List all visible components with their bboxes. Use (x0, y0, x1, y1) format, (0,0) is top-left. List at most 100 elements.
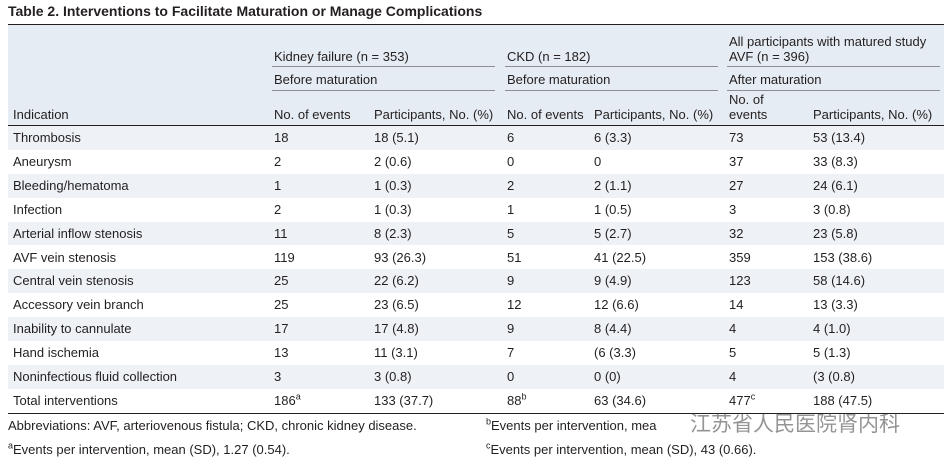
cell: 1 (0.3) (374, 201, 412, 217)
subgroup-rule (272, 90, 495, 91)
group-rule (505, 66, 718, 67)
footnote-text: Events per intervention, mean (SD), 43 (… (490, 442, 757, 457)
group-sub: After maturation (729, 72, 822, 87)
cell: 5 (507, 225, 515, 241)
cell: 37 (729, 153, 744, 169)
cell: 3 (0.8) (813, 201, 851, 217)
cell: Central vein stenosis (13, 273, 134, 289)
row-band (8, 173, 944, 198)
cell: 1 (0.5) (594, 201, 632, 217)
cell: 9 (4.9) (594, 273, 632, 289)
cell: Inability to cannulate (13, 321, 132, 337)
cell: 6 (3.3) (594, 130, 632, 145)
cell: 6 (507, 130, 515, 145)
cell: 14 (729, 297, 744, 313)
cell: 2 (274, 201, 282, 217)
cell: Hand ischemia (13, 345, 99, 361)
cell: Total interventions (13, 392, 118, 408)
subgroup-rule (727, 90, 940, 91)
footnote-mark: c (486, 440, 491, 451)
cell: 119 (274, 249, 295, 265)
cell: 53 (13.4) (813, 130, 866, 145)
cell: Arterial inflow stenosis (13, 225, 143, 241)
cell: 33 (8.3) (813, 153, 858, 169)
cell: 1 (0.3) (374, 177, 412, 193)
cell: 18 (5.1) (374, 130, 419, 145)
cell: 58 (14.6) (813, 273, 866, 289)
cell: 9 (507, 321, 515, 337)
cell: 5 (729, 345, 737, 361)
row-band (8, 197, 944, 222)
cell: 23 (6.5) (374, 297, 419, 313)
cell-footnote-mark: c (750, 391, 756, 402)
cell: 133 (37.7) (374, 392, 434, 408)
cell: 13 (274, 345, 289, 361)
footnote-mark: b (486, 416, 492, 427)
column-header: Participants, No. (%) (594, 107, 714, 122)
cell: 51 (507, 249, 522, 265)
cell: 18 (274, 130, 289, 145)
column-header: Indication (13, 107, 69, 122)
header-rule (8, 125, 944, 126)
cell: 22 (6.2) (374, 273, 419, 289)
cell: 12 (6.6) (594, 297, 639, 313)
cell: 0 (594, 153, 602, 169)
cell: 63 (34.6) (594, 392, 647, 408)
footnote: bEvents per intervention, mea (486, 416, 657, 433)
header-band (8, 25, 944, 126)
cell-footnote-mark: b (521, 391, 527, 402)
subgroup-rule (505, 90, 718, 91)
group-rule (727, 66, 940, 67)
watermark: 江苏省人民医院肾内科 (690, 413, 900, 436)
cell: 24 (6.1) (813, 177, 858, 193)
bottom-rule (8, 412, 944, 414)
cell: 4 (1.0) (813, 321, 851, 337)
cell: 23 (5.8) (813, 225, 858, 241)
footnote-text: Events per intervention, mean (SD), 1.27… (13, 442, 290, 457)
cell: 1 (507, 201, 515, 217)
cell: Accessory vein branch (13, 297, 144, 313)
cell: 5 (2.7) (594, 225, 632, 241)
cell: Infection (13, 201, 63, 217)
cell: 153 (38.6) (813, 249, 873, 265)
cell: 11 (3.1) (374, 345, 418, 361)
cell: 17 (274, 321, 289, 337)
cell: 1 (274, 177, 282, 193)
cell: 73 (729, 130, 744, 145)
column-header: No. of events (274, 107, 351, 122)
table-title: Table 2. Interventions to Facilitate Mat… (8, 3, 483, 19)
cell: (3 (0.8) (813, 369, 855, 384)
cell: 8 (4.4) (594, 321, 632, 337)
cell: 11 (274, 225, 288, 241)
cell: 27 (729, 177, 744, 193)
cell: 2 (507, 177, 515, 193)
cell: 13 (3.3) (813, 297, 858, 313)
cell: 0 (0) (594, 369, 621, 384)
group-sub: Before maturation (274, 72, 378, 87)
column-header: No. of events (729, 92, 768, 122)
group-label: All participants with matured study AVF … (729, 34, 927, 64)
cell: 7 (507, 345, 515, 361)
row-band (8, 269, 944, 294)
footnote-mark: a (8, 440, 14, 451)
cell: 9 (507, 273, 515, 289)
cell: 17 (4.8) (374, 321, 419, 337)
row-band (8, 341, 944, 365)
cell: (6 (3.3) (594, 345, 636, 361)
row-band (8, 245, 944, 270)
group-sub: Before maturation (507, 72, 611, 87)
footnote: cEvents per intervention, mean (SD), 43 … (486, 440, 757, 457)
cell: 5 (1.3) (813, 345, 851, 361)
footnote: Abbreviations: AVF, arteriovenous fistul… (8, 418, 417, 433)
column-header: Participants, No. (%) (374, 107, 494, 122)
footnote-text: Events per intervention, mea (491, 418, 657, 433)
cell: 0 (507, 369, 515, 384)
cell: 2 (0.6) (374, 153, 412, 169)
cell: 32 (729, 225, 744, 241)
cell: 359 (729, 249, 751, 265)
row-band (8, 293, 944, 318)
cell: 8 (2.3) (374, 225, 412, 241)
cell: 477c (729, 391, 756, 408)
cell: 12 (507, 297, 522, 313)
